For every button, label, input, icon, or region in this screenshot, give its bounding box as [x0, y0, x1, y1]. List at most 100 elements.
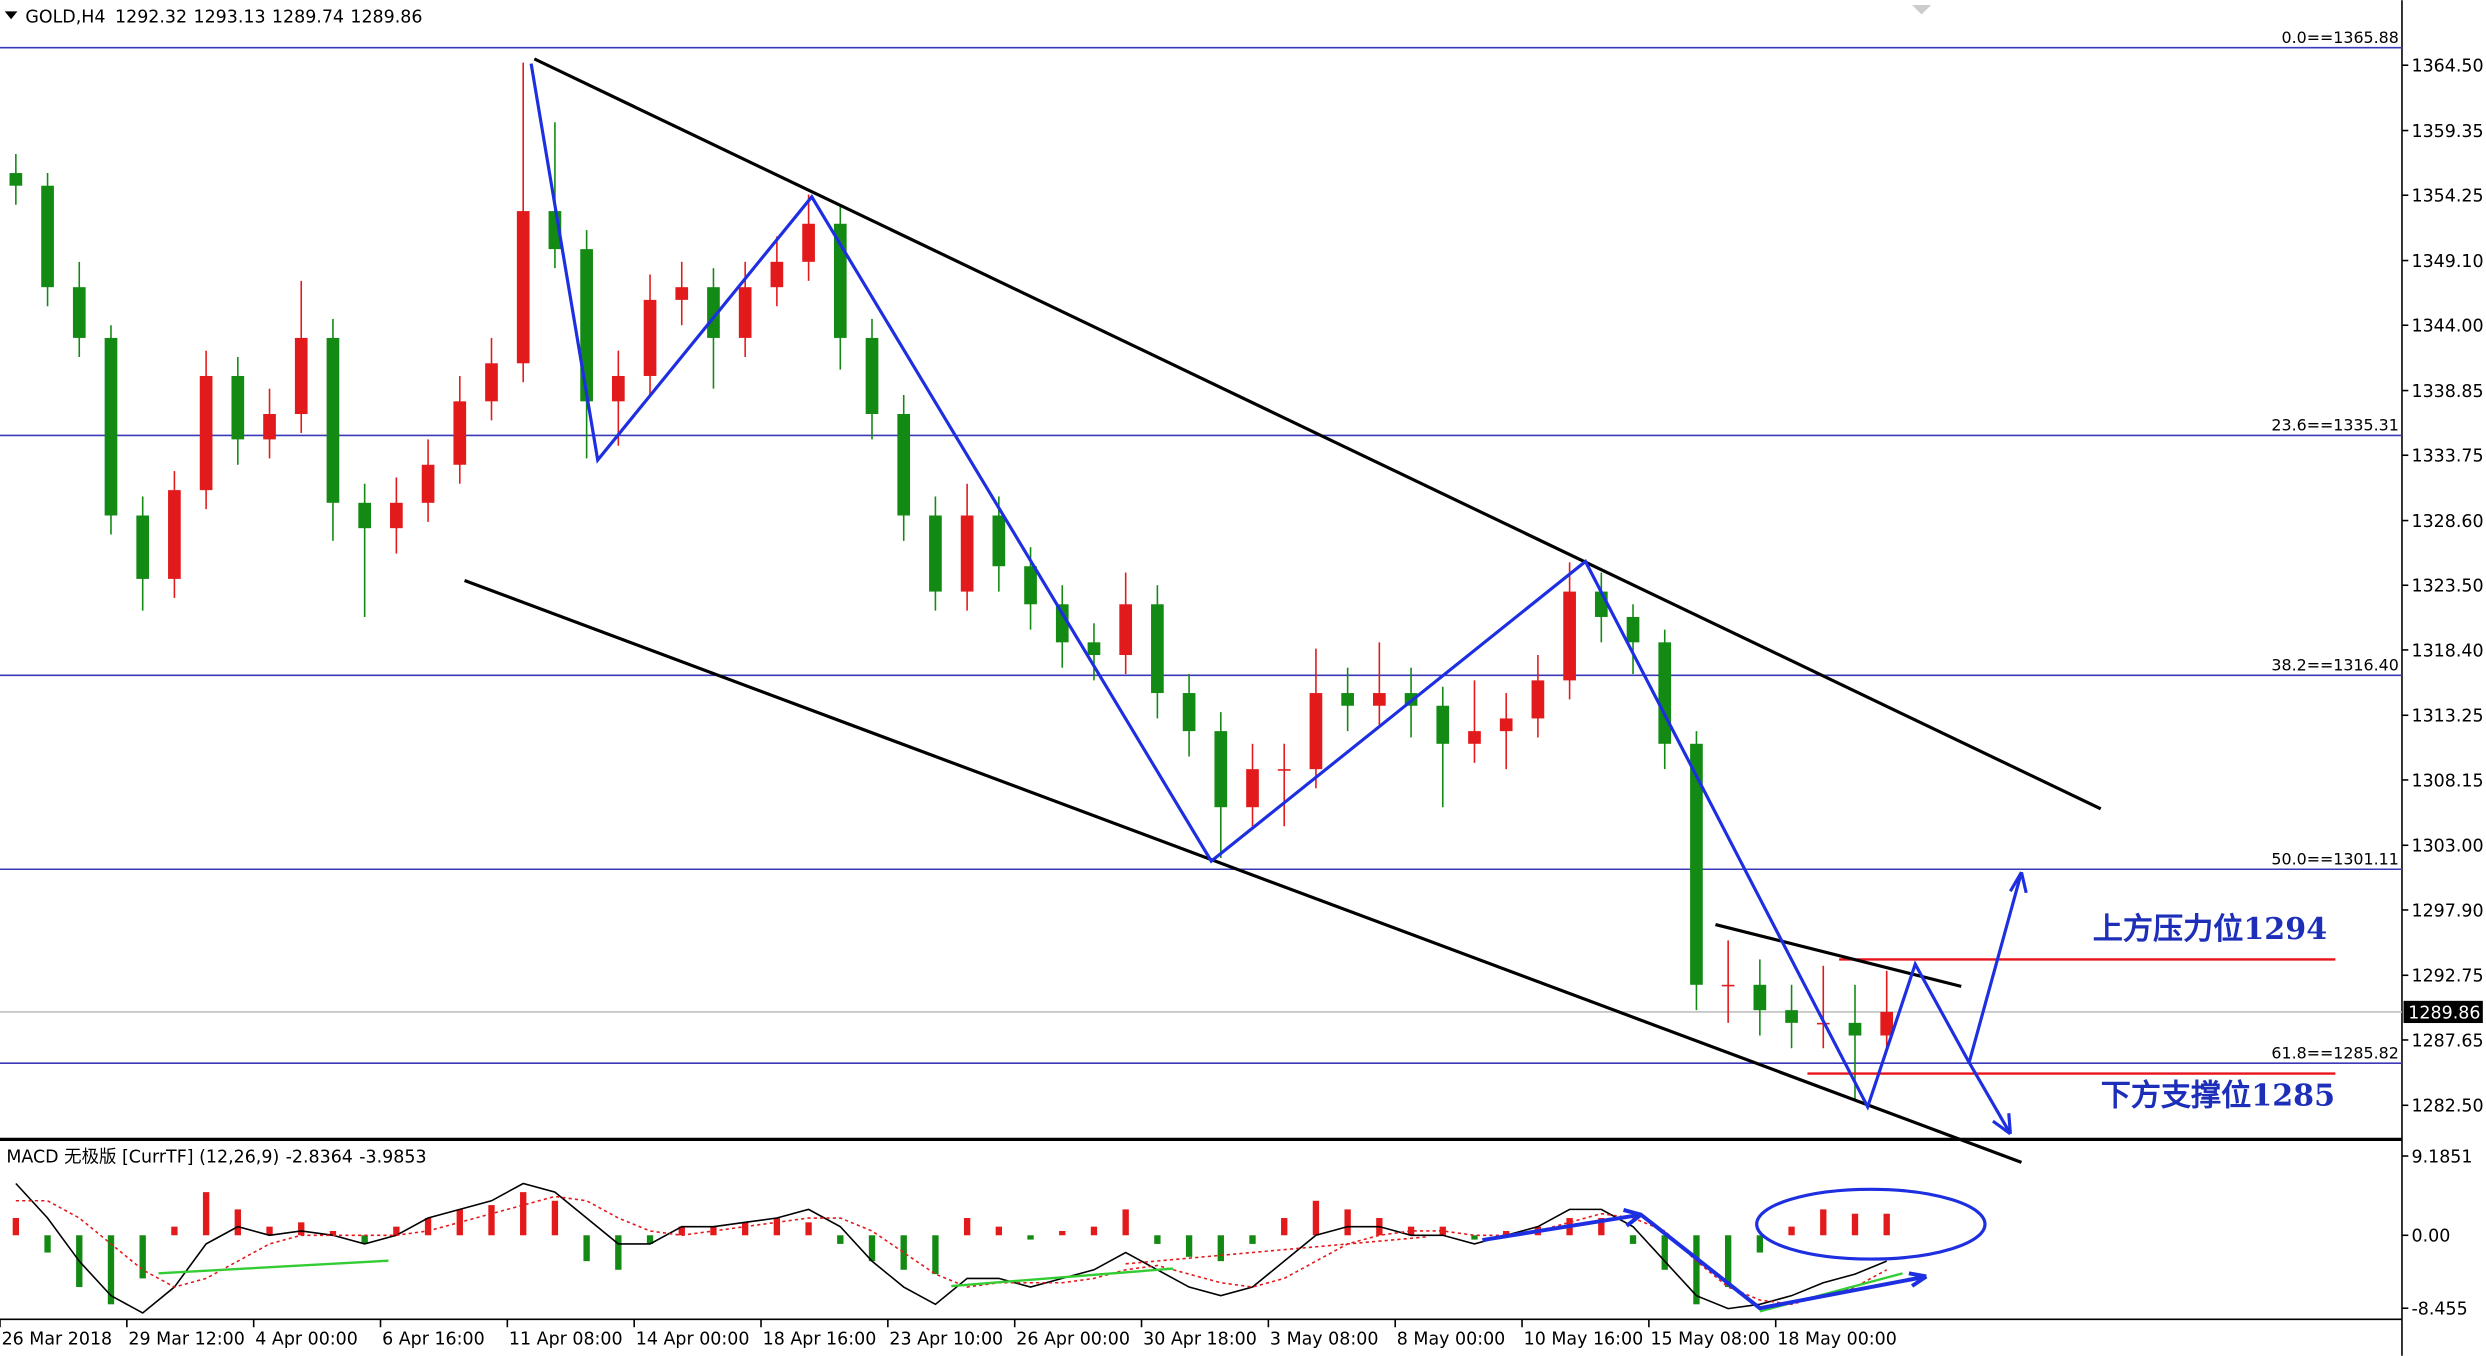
macd-reading: -2.8364 [286, 1147, 353, 1167]
x-tick-label: 11 Apr 08:00 [509, 1330, 623, 1350]
histogram-bar [805, 1222, 812, 1236]
arrow-head [1991, 1113, 2012, 1136]
histogram-bar [1217, 1235, 1224, 1262]
histogram-bar [1281, 1218, 1288, 1236]
candle-body [358, 502, 371, 529]
candle-body [992, 515, 1006, 567]
candle-body [1626, 616, 1640, 643]
chart-header: GOLD,H4 1292.32 1293.13 1289.74 1289.86 [25, 7, 422, 27]
x-tick-label: 8 May 00:00 [1397, 1330, 1505, 1350]
y-tick-label: 0.00 [2411, 1227, 2450, 1247]
candle-body [1182, 693, 1196, 732]
candle-body [1087, 642, 1101, 656]
candle-body [1753, 984, 1767, 1011]
fib-label: 50.0==1301.11 [2271, 849, 2398, 868]
histogram-bar [1693, 1235, 1700, 1305]
arrow-head [2008, 871, 2028, 894]
y-tick-label: 1344.00 [2411, 317, 2483, 337]
y-tick-label: 1328.60 [2411, 512, 2483, 532]
high: 1293.13 [193, 7, 265, 27]
divergence-line [951, 1267, 1174, 1288]
candle-body [770, 261, 784, 288]
last-price-label: 1289.86 [2408, 1003, 2480, 1023]
candle-body [1151, 604, 1164, 694]
fib-label: 23.6==1335.31 [2271, 416, 2398, 435]
histogram-bar [1629, 1235, 1637, 1244]
candle-body [485, 363, 498, 402]
fib-label: 0.0==1365.88 [2282, 28, 2399, 47]
candle-body [897, 414, 911, 516]
candle-body [1373, 693, 1386, 706]
arrow-down [1967, 1061, 2012, 1135]
candle-body [1055, 604, 1069, 643]
histogram-bar [1090, 1226, 1098, 1236]
candle-body [9, 173, 23, 186]
y-tick-label: 9.1851 [2411, 1147, 2472, 1167]
histogram-bar [615, 1235, 622, 1270]
candle-body [1246, 769, 1259, 808]
histogram-bar [1027, 1235, 1034, 1240]
candle-body [1848, 1022, 1862, 1036]
histogram-bar [12, 1218, 20, 1236]
histogram-bar [1661, 1235, 1668, 1270]
histogram-bar [488, 1205, 495, 1236]
candle-body [1024, 566, 1037, 605]
histogram-bar [1851, 1213, 1859, 1236]
histogram-bar [171, 1226, 178, 1236]
trend-line [463, 579, 2023, 1164]
x-tick-label: 26 Mar 2018 [2, 1330, 113, 1350]
candle-body [168, 490, 181, 579]
y-tick-label: 1287.65 [2411, 1031, 2483, 1051]
candle-body [1531, 680, 1545, 719]
macd-arrow [1482, 1212, 1927, 1311]
candle-body [1721, 984, 1735, 987]
candle-body [1658, 642, 1672, 744]
histogram-bar [995, 1226, 1003, 1236]
macd-title: MACD 无极版 [CurrTF] (12,26,9) [6, 1147, 279, 1167]
candle-body [1309, 693, 1323, 770]
y-tick-label: 1318.40 [2411, 641, 2483, 661]
fib-label: 61.8==1285.82 [2271, 1043, 2398, 1062]
candle-body [707, 287, 720, 338]
histogram-bar [361, 1235, 368, 1244]
histogram-bar [900, 1235, 907, 1270]
histogram-bar [1883, 1213, 1890, 1236]
symbol: GOLD,H4 [25, 7, 105, 27]
y-tick-label: 1282.50 [2411, 1097, 2483, 1117]
histogram-bar [646, 1235, 654, 1244]
y-tick-label: 1354.25 [2411, 187, 2483, 207]
y-tick-label: 1308.15 [2411, 771, 2483, 791]
macd-header: MACD 无极版 [CurrTF] (12,26,9) -2.8364 -3.985… [6, 1147, 426, 1167]
histogram-bar [44, 1235, 51, 1253]
histogram-bar [1756, 1235, 1764, 1253]
histogram-bar [583, 1235, 590, 1262]
histogram-bar [551, 1200, 559, 1236]
drawings [158, 57, 2102, 1313]
candle-body [1436, 705, 1450, 744]
x-tick-label: 26 Apr 00:00 [1016, 1330, 1130, 1350]
candle-body [929, 515, 942, 592]
y-tick-label: -8.455 [2411, 1300, 2467, 1320]
histogram-bar [298, 1222, 305, 1236]
candle-body [1277, 769, 1291, 771]
x-tick-label: 30 Apr 18:00 [1143, 1330, 1257, 1350]
histogram-bar [1059, 1230, 1066, 1236]
candle-body [1341, 693, 1354, 706]
level-annotation: 下方支撑位1285 [2101, 1078, 2335, 1113]
candle-body [104, 337, 118, 516]
x-tick-label: 15 May 08:00 [1650, 1330, 1770, 1350]
y-tick-label: 1303.00 [2411, 837, 2483, 857]
signal-reading: -3.9853 [359, 1147, 426, 1167]
candle-body [41, 185, 54, 288]
open: 1292.32 [115, 7, 187, 27]
histogram-bar [393, 1226, 400, 1236]
histogram-bar [424, 1218, 432, 1236]
y-tick-label: 1323.50 [2411, 577, 2483, 597]
histogram-bar [1249, 1235, 1256, 1244]
candle-body [833, 223, 847, 338]
x-tick-label: 6 Apr 16:00 [382, 1330, 485, 1350]
candle-body [1119, 604, 1133, 656]
x-tick-label: 4 Apr 00:00 [255, 1330, 358, 1350]
